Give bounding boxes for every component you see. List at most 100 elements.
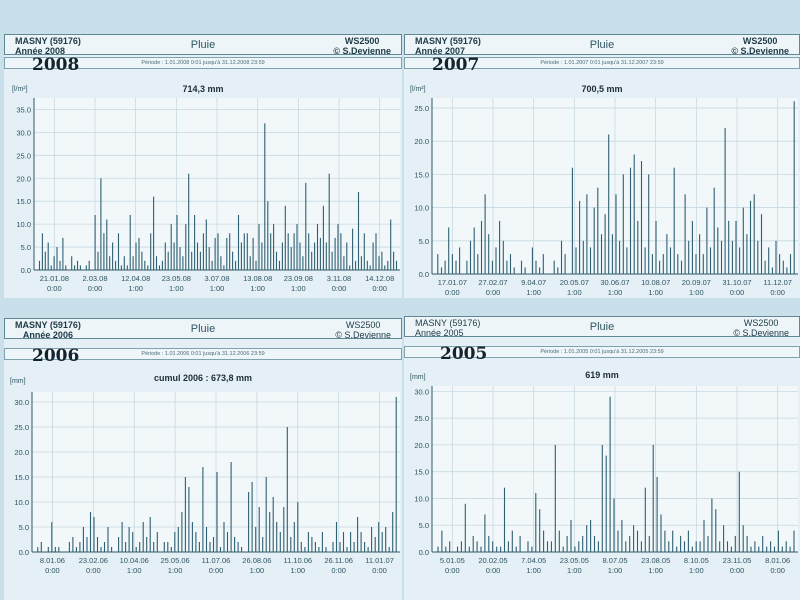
site-name: MASNY (59176) Année 2006 — [15, 320, 81, 340]
site-name: MASNY (59176) Année 2005 — [415, 318, 481, 338]
period-bar: Période : 1.01.2007 0:01 jusqu'à 31.12.2… — [404, 57, 800, 69]
x-tick-label: 23.11.05 — [723, 556, 752, 565]
y-tick-label: 0.0 — [419, 548, 429, 557]
y-unit-label: [l/m²] — [410, 86, 426, 93]
x-tick-label: 14.12.08 — [365, 274, 394, 283]
big-year-label: 2007 — [432, 55, 480, 75]
x-tick-label: 31.10.07 — [722, 278, 751, 287]
y-tick-label: 5.0 — [19, 523, 29, 532]
x-tick-label: 8.07.05 — [602, 556, 627, 565]
x-tick-label: 3.11.08 — [327, 274, 351, 283]
station-label: WS2500 © S.Devienne — [335, 320, 391, 340]
author-label: © S.Devienne — [333, 46, 391, 56]
x-tick-time-label: 0:00 — [209, 566, 224, 575]
period-bar: Période : 1.01.2006 0:01 jusqu'à 31.12.2… — [4, 348, 402, 360]
x-tick-time-label: 1:00 — [526, 288, 541, 297]
x-tick-time-label: 1:00 — [250, 566, 265, 575]
x-tick-label: 2.03.08 — [82, 274, 107, 283]
x-tick-time-label: 1:00 — [526, 566, 541, 575]
x-tick-label: 23.08.05 — [641, 556, 670, 565]
y-tick-label: 15.0 — [414, 170, 429, 179]
x-tick-label: 11.12.07 — [763, 278, 792, 287]
y-tick-label: 0.0 — [19, 548, 29, 557]
year-label: Année 2007 — [415, 46, 466, 56]
x-tick-label: 23.02.06 — [79, 556, 108, 565]
x-tick-label: 23.05.05 — [560, 556, 589, 565]
plot-title: 700,5 mm — [581, 84, 623, 94]
big-year-label: 2005 — [440, 344, 488, 364]
x-tick-time-label: 0:00 — [730, 566, 745, 575]
y-tick-label: 30.0 — [14, 398, 29, 407]
x-tick-time-label: 1:00 — [290, 566, 305, 575]
y-unit-label: [mm] — [410, 374, 426, 381]
period-text: Période : 1.01.2007 0:01 jusqu'à 31.12.2… — [540, 60, 664, 66]
site-name: MASNY (59176) Année 2007 — [415, 36, 481, 56]
author-label: © S.Devienne — [731, 46, 789, 56]
y-tick-label: 35.0 — [16, 105, 31, 114]
y-tick-label: 5.0 — [419, 237, 429, 246]
x-tick-time-label: 1:00 — [567, 566, 582, 575]
station-label: WS2500 © S.Devienne — [333, 36, 391, 56]
x-tick-time-label: 1:00 — [210, 284, 225, 293]
x-tick-time-label: 0:00 — [86, 566, 101, 575]
panel-title: Pluie — [190, 323, 216, 335]
x-tick-time-label: 1:00 — [250, 284, 265, 293]
x-tick-time-label: 1:00 — [689, 566, 704, 575]
x-tick-time-label: 1:00 — [128, 284, 143, 293]
x-tick-time-label: 0:00 — [47, 284, 62, 293]
chart-panel-2005: MASNY (59176) Année 2005 Pluie WS2500 © S.… — [404, 316, 800, 600]
x-tick-time-label: 1:00 — [169, 284, 184, 293]
y-tick-label: 5.0 — [419, 521, 429, 530]
y-unit-label: [mm] — [10, 378, 26, 385]
y-tick-label: 20.0 — [14, 448, 29, 457]
panel-title: Pluie — [589, 321, 615, 333]
period-text: Période : 1.01.2008 0:01 jusqu'à 31.12.2… — [141, 60, 265, 66]
y-tick-label: 15.0 — [14, 473, 29, 482]
x-tick-label: 5.01.05 — [440, 556, 465, 565]
station-label: WS2500 © S.Devienne — [733, 318, 789, 338]
panel-header: MASNY (59176) Année 2008 Pluie WS2500 © S.… — [4, 34, 402, 56]
y-tick-label: 0.0 — [21, 266, 31, 275]
y-tick-label: 25.0 — [16, 151, 31, 160]
x-tick-time-label: 1:00 — [608, 566, 623, 575]
x-tick-time-label: 1:00 — [648, 566, 663, 575]
x-tick-label: 10.08.07 — [641, 278, 670, 287]
x-tick-label: 11.07.06 — [202, 556, 231, 565]
x-tick-label: 9.04.07 — [521, 278, 546, 287]
panel-title: Pluie — [190, 39, 216, 51]
big-year-label: 2006 — [32, 346, 80, 366]
y-tick-label: 15.0 — [16, 197, 31, 206]
y-tick-label: 5.0 — [21, 243, 31, 252]
y-unit-label: [l/m²] — [12, 86, 28, 93]
site-name: MASNY (59176) Année 2008 — [15, 36, 81, 56]
x-tick-time-label: 0:00 — [486, 288, 501, 297]
x-tick-time-label: 1:00 — [168, 566, 183, 575]
year-label: Année 2008 — [15, 46, 66, 56]
chart-panel-2006: MASNY (59176) Année 2006 Pluie WS2500 © S.… — [4, 318, 402, 600]
x-tick-time-label: 1:00 — [689, 288, 704, 297]
year-label: Année 2006 — [22, 330, 73, 340]
rain-chart-2008: 0.05.010.015.020.025.030.035.021.01.080:… — [16, 98, 400, 293]
x-tick-time-label: 0:00 — [331, 566, 346, 575]
chart-panel-2007: MASNY (59176) Année 2007 Pluie WS2500 © S.… — [404, 34, 800, 298]
x-tick-label: 17.01.07 — [438, 278, 467, 287]
y-tick-label: 10.0 — [414, 494, 429, 503]
x-tick-label: 20.05.07 — [560, 278, 589, 287]
chart-panel-2008: MASNY (59176) Année 2008 Pluie WS2500 © S.… — [4, 34, 402, 298]
x-tick-time-label: 0:00 — [445, 288, 460, 297]
x-tick-label: 11.10.06 — [283, 556, 312, 565]
panel-header: MASNY (59176) Année 2006 Pluie WS2500 © S.… — [4, 318, 402, 340]
station-label: WS2500 © S.Devienne — [731, 36, 789, 56]
x-tick-label: 26.08.06 — [242, 556, 271, 565]
x-tick-time-label: 0:00 — [486, 566, 501, 575]
x-tick-time-label: 0:00 — [45, 566, 60, 575]
rain-chart-2005: 0.05.010.015.020.025.030.05.01.050:0020.… — [414, 386, 798, 575]
x-tick-time-label: 0:00 — [372, 284, 387, 293]
period-text: Période : 1.01.2005 0:01 jusqu'à 31.12.2… — [540, 349, 664, 355]
period-bar: Période : 1.01.2008 0:01 jusqu'à 31.12.2… — [4, 57, 402, 69]
period-bar: Période : 1.01.2005 0:01 jusqu'à 31.12.2… — [404, 346, 800, 358]
x-tick-label: 25.05.06 — [161, 556, 190, 565]
x-tick-time-label: 1:00 — [567, 288, 582, 297]
x-tick-time-label: 0:00 — [770, 566, 785, 575]
x-tick-label: 8.01.06 — [765, 556, 790, 565]
